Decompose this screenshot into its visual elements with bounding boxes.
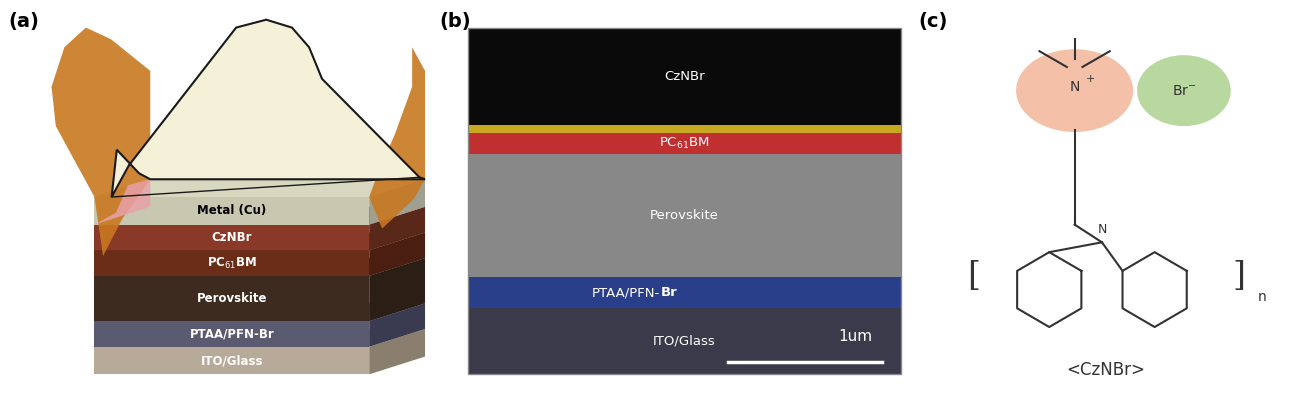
Bar <box>468 277 902 309</box>
Text: Perovskite: Perovskite <box>196 292 267 305</box>
Bar <box>468 154 902 277</box>
Polygon shape <box>112 20 425 197</box>
Polygon shape <box>95 258 151 321</box>
Text: ITO/Glass: ITO/Glass <box>200 354 263 367</box>
Polygon shape <box>95 347 369 374</box>
Ellipse shape <box>1016 49 1133 132</box>
Polygon shape <box>95 197 369 225</box>
Polygon shape <box>95 303 425 321</box>
Text: N: N <box>1097 223 1107 236</box>
Text: CzNBr: CzNBr <box>212 231 252 244</box>
Text: ITO/Glass: ITO/Glass <box>653 335 716 348</box>
Text: CzNBr: CzNBr <box>664 70 705 83</box>
Text: Metal (Cu): Metal (Cu) <box>198 204 267 217</box>
Bar <box>468 125 902 133</box>
Polygon shape <box>95 329 425 347</box>
Polygon shape <box>369 207 425 250</box>
Text: 1um: 1um <box>838 329 872 344</box>
Text: +: + <box>1085 74 1095 84</box>
Ellipse shape <box>1137 55 1231 126</box>
Polygon shape <box>95 276 369 321</box>
Polygon shape <box>95 232 151 276</box>
Text: N: N <box>1069 80 1080 94</box>
Polygon shape <box>95 225 369 250</box>
Bar <box>468 28 902 374</box>
Text: PTAA/PFN-: PTAA/PFN- <box>592 286 661 299</box>
Text: <CzNBr>: <CzNBr> <box>1067 361 1145 379</box>
Polygon shape <box>95 250 369 276</box>
Text: (b): (b) <box>438 12 471 31</box>
Polygon shape <box>95 207 425 225</box>
Text: ]: ] <box>1232 260 1245 292</box>
Polygon shape <box>369 47 425 229</box>
Bar <box>468 309 902 374</box>
Polygon shape <box>52 28 151 256</box>
Polygon shape <box>369 232 425 276</box>
Text: PTAA/PFN-Br: PTAA/PFN-Br <box>190 327 275 340</box>
Polygon shape <box>369 329 425 374</box>
Polygon shape <box>369 179 425 225</box>
Bar <box>468 133 902 154</box>
Bar <box>468 28 902 125</box>
Polygon shape <box>95 329 151 374</box>
Polygon shape <box>95 258 425 276</box>
Polygon shape <box>95 303 151 347</box>
Polygon shape <box>95 321 369 347</box>
Polygon shape <box>369 258 425 321</box>
Text: (a): (a) <box>9 12 39 31</box>
Text: [: [ <box>967 260 980 292</box>
Polygon shape <box>95 179 151 225</box>
Text: Br$^{-}$: Br$^{-}$ <box>1172 84 1196 98</box>
Polygon shape <box>95 207 151 250</box>
Text: PC$_{61}$BM: PC$_{61}$BM <box>660 136 710 151</box>
Text: PC$_{61}$BM: PC$_{61}$BM <box>207 255 256 271</box>
Polygon shape <box>95 232 425 250</box>
Text: (c): (c) <box>919 12 948 31</box>
Text: n: n <box>1258 290 1266 305</box>
Text: Perovskite: Perovskite <box>650 209 719 222</box>
Polygon shape <box>95 179 425 197</box>
Polygon shape <box>369 303 425 347</box>
Polygon shape <box>95 179 151 225</box>
Text: Br: Br <box>661 286 677 299</box>
